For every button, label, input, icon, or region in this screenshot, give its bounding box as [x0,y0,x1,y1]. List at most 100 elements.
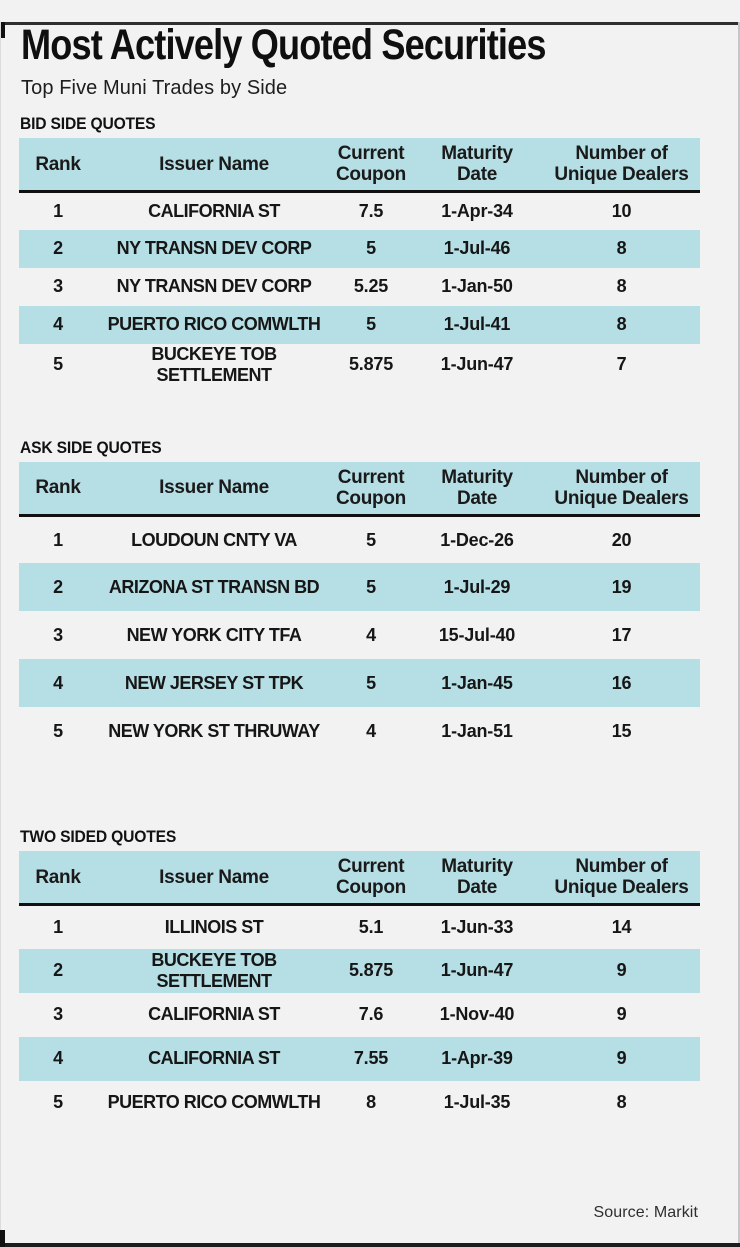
cell-unique-dealers: 17 [611,624,632,645]
cell-issuer-name: NEW JERSEY ST TPK [124,672,304,693]
cell-issuer-name: NY TRANSN DEV CORP [116,238,312,259]
cell-maturity-date: 15-Jul-40 [438,624,516,645]
cell-rank: 5 [53,720,63,741]
cell-maturity-date: 1-Jan-50 [441,276,513,297]
cell-issuer-name: PUERTO RICO COMWLTH [107,314,321,335]
cell-rank: 1 [53,201,63,222]
column-header: Number of Unique Dealers [543,138,700,194]
top-left-tick [0,22,5,38]
cell-unique-dealers: 15 [611,720,632,741]
cell-unique-dealers: 10 [611,201,632,222]
column-header: Number of Unique Dealers [543,851,700,907]
cell-maturity-date: 1-Jan-51 [441,720,513,741]
cell-unique-dealers: 8 [616,314,627,335]
cell-unique-dealers: 19 [611,576,632,597]
cell-issuer-name: CALIFORNIA ST [148,1048,280,1069]
table-row: 2 BUCKEYE TOB SETTLEMENT 5.875 1-Jun-47 9 [19,948,700,993]
column-header: Maturity Date [411,851,543,907]
cell-unique-dealers: 8 [616,276,627,297]
cell-current-coupon: 5 [366,314,376,335]
cell-issuer-name: NEW YORK ST THRUWAY [108,720,320,741]
table-row: 2 ARIZONA ST TRANSN BD 5 1-Jul-29 19 [19,563,700,612]
bid-side-section: BID SIDE QUOTES Rank Issuer Name Current C… [19,114,740,386]
cell-issuer-name: CALIFORNIA ST [148,201,280,222]
cell-rank: 4 [53,672,63,693]
cell-unique-dealers: 8 [616,238,627,259]
table-row: 4 PUERTO RICO COMWLTH 5 1-Jul-41 8 [19,305,700,344]
cell-unique-dealers: 9 [616,1048,627,1069]
cell-maturity-date: 1-Jul-29 [443,576,511,597]
table-row: 5 BUCKEYE TOB SETTLEMENT 5.875 1-Jun-47 7 [19,344,700,386]
cell-current-coupon: 5.1 [358,917,384,938]
cell-rank: 2 [53,576,63,597]
cell-rank: 5 [53,354,63,375]
bottom-rule [0,1243,740,1247]
cell-rank: 3 [53,624,63,645]
cell-current-coupon: 5 [366,576,376,597]
cell-issuer-name: BUCKEYE TOB SETTLEMENT [151,949,277,991]
cell-rank: 4 [53,1048,63,1069]
table-header-row: Rank Issuer Name Current Coupon Maturity Da… [19,461,700,517]
cell-rank: 1 [53,529,63,550]
cell-current-coupon: 4 [366,624,376,645]
cell-current-coupon: 4 [366,720,376,741]
cell-maturity-date: 1-Jun-33 [440,917,514,938]
column-header: Maturity Date [411,138,543,194]
source-credit: Source: Markit [593,1204,698,1221]
cell-current-coupon: 7.5 [358,201,384,222]
cell-unique-dealers: 8 [616,1092,627,1113]
two-sided-section: TWO SIDED QUOTES Rank Issuer Name Current … [19,827,740,1125]
ask-side-section-title: ASK SIDE QUOTES [20,437,162,457]
graphic-content: Most Actively Quoted Securities Top Five… [0,22,740,1125]
column-header: Current Coupon [331,851,411,907]
column-header: Number of Unique Dealers [543,461,700,517]
cell-rank: 3 [53,276,63,297]
page-subtitle: Top Five Muni Trades by Side [21,77,288,100]
table-header-row: Rank Issuer Name Current Coupon Maturity Da… [19,851,700,907]
cell-issuer-name: NEW YORK CITY TFA [126,624,302,645]
cell-current-coupon: 5 [366,529,376,550]
bid-side-table: Rank Issuer Name Current Coupon Maturity Da… [19,138,700,386]
right-edge-border [738,22,740,1247]
cell-current-coupon: 5.875 [348,354,394,375]
column-header: Issuer Name [97,851,331,907]
table-row: 4 CALIFORNIA ST 7.55 1-Apr-39 9 [19,1036,700,1081]
cell-maturity-date: 1-Apr-39 [441,1048,513,1069]
cell-issuer-name: PUERTO RICO COMWLTH [107,1092,321,1113]
cell-issuer-name: BUCKEYE TOB SETTLEMENT [151,343,277,385]
column-header: Rank [19,138,97,194]
cell-maturity-date: 1-Jun-47 [440,960,514,981]
cell-issuer-name: ILLINOIS ST [164,917,264,938]
cell-rank: 4 [53,314,63,335]
two-sided-section-title: TWO SIDED QUOTES [20,827,177,847]
cell-issuer-name: CALIFORNIA ST [148,1004,280,1025]
ask-side-table: Rank Issuer Name Current Coupon Maturity Da… [19,461,700,756]
cell-rank: 3 [53,1004,63,1025]
cell-rank: 1 [53,917,63,938]
page-title: Most Actively Quoted Securities [21,21,546,69]
table-row: 1 CALIFORNIA ST 7.5 1-Apr-34 10 [19,192,700,230]
table-row: 5 PUERTO RICO COMWLTH 8 1-Jul-35 8 [19,1081,700,1125]
table-row: 3 CALIFORNIA ST 7.6 1-Nov-40 9 [19,993,700,1037]
two-sided-table: Rank Issuer Name Current Coupon Maturity Da… [19,851,700,1125]
column-header: Rank [19,851,97,907]
cell-maturity-date: 1-Jul-35 [443,1092,511,1113]
cell-current-coupon: 5.25 [353,276,389,297]
table-row: 4 NEW JERSEY ST TPK 5 1-Jan-45 16 [19,659,700,708]
cell-unique-dealers: 7 [616,354,627,375]
column-header: Issuer Name [97,138,331,194]
cell-rank: 5 [53,1092,63,1113]
table-row: 1 ILLINOIS ST 5.1 1-Jun-33 14 [19,905,700,949]
ask-side-section: ASK SIDE QUOTES Rank Issuer Name Current C… [19,438,740,756]
table-row: 1 LOUDOUN CNTY VA 5 1-Dec-26 20 [19,515,700,563]
cell-current-coupon: 8 [366,1092,376,1113]
table-header-row: Rank Issuer Name Current Coupon Maturity Da… [19,138,700,194]
cell-current-coupon: 7.55 [353,1048,389,1069]
cell-current-coupon: 5 [366,238,376,259]
cell-current-coupon: 5 [366,672,376,693]
cell-current-coupon: 5.875 [348,960,394,981]
cell-issuer-name: NY TRANSN DEV CORP [116,276,312,297]
cell-maturity-date: 1-Apr-34 [441,201,513,222]
cell-maturity-date: 1-Jun-47 [440,354,514,375]
cell-maturity-date: 1-Dec-26 [440,529,514,550]
